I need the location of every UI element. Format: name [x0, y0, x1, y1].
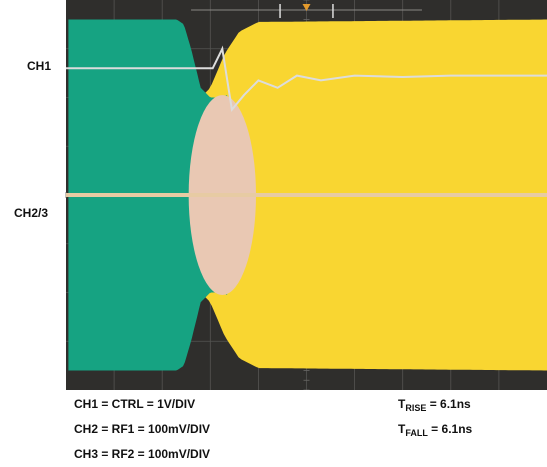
setting-ch1: CH1 = CTRL = 1V/DIV [74, 397, 196, 411]
trigger-marker [191, 4, 422, 18]
setting-ch2: CH2 = RF1 = 100mV/DIV [74, 422, 211, 436]
fall-time-readout: TFALL = 6.1ns [398, 422, 472, 438]
fall-value: = 6.1ns [427, 422, 473, 436]
fall-subscript: FALL [405, 428, 428, 438]
traces [66, 19, 547, 371]
rise-symbol: T [398, 397, 406, 411]
rise-value: = 6.1ns [426, 397, 471, 411]
trigger-arrow [302, 4, 311, 11]
ch23-label: CH2/3 [14, 206, 49, 220]
rise-time-readout: TRISE = 6.1ns [398, 397, 471, 413]
oscilloscope-screen [65, 0, 547, 390]
ch1-trace [66, 45, 547, 113]
fall-symbol: T [398, 422, 406, 436]
rise-subscript: RISE [405, 403, 427, 413]
ch1-label: CH1 [27, 59, 52, 73]
setting-ch3: CH3 = RF2 = 100mV/DIV [74, 447, 211, 461]
